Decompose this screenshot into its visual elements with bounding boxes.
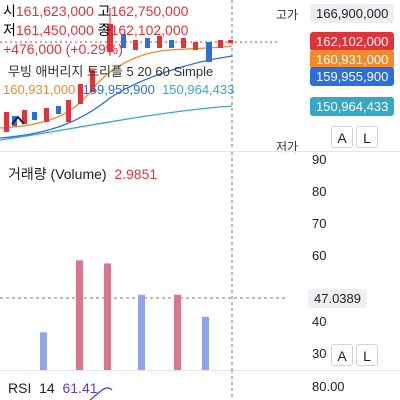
candle — [218, 40, 223, 48]
candle — [107, 24, 113, 52]
close-tag: 162,102,000 — [310, 32, 395, 51]
rsi-chart — [89, 370, 233, 400]
change-value: +476,000 (+0.29%) — [3, 41, 123, 57]
high-label: 고 — [97, 3, 111, 19]
volume-auto-button[interactable]: A — [331, 344, 353, 366]
volume-bar-up — [104, 263, 111, 370]
low-label: 저 — [3, 22, 16, 38]
panel-divider[interactable] — [0, 151, 400, 152]
ma60-tag: 150,964,433 — [310, 97, 395, 116]
candle — [193, 42, 198, 50]
candle — [181, 38, 186, 48]
rsi-line — [89, 387, 113, 400]
candle — [22, 110, 27, 124]
volume-bar-up — [76, 260, 83, 370]
volume-bars — [40, 260, 209, 370]
ma5-value: 160,931,000 — [3, 82, 76, 97]
axis-tick-90: 90 — [312, 152, 327, 167]
high-tag-label: 고가 — [276, 8, 299, 22]
candle — [66, 100, 71, 122]
volume-bar-down — [202, 316, 209, 370]
price-log-button[interactable]: L — [356, 126, 378, 148]
price-auto-button[interactable]: A — [331, 126, 353, 148]
ma20-tag: 159,955,900 — [310, 67, 395, 86]
candle — [169, 40, 174, 48]
axis-tick-70: 70 — [312, 216, 327, 231]
volume-bar-down — [40, 332, 47, 370]
ma60-value: 150,964,433 — [162, 82, 235, 97]
ma20-value: 159,955,900 — [82, 82, 155, 97]
rsi-axis-top: 80.00 — [312, 379, 345, 394]
ma-title[interactable]: 무빙 애버리지 트리플 5 20 60 Simple — [8, 64, 214, 79]
candle — [32, 112, 37, 120]
ma20-line — [0, 55, 233, 139]
ma5-tag: 160,931,000 — [310, 50, 395, 69]
axis-tick-80: 80 — [312, 184, 327, 199]
volume-value: 2.9851 — [114, 166, 158, 182]
candle — [228, 40, 233, 43]
close-label: 종 — [97, 22, 111, 38]
candle — [206, 42, 212, 62]
volume-panel[interactable]: 거래량 (Volume) 2.9851 90 80 70 60 50 40 30… — [0, 152, 400, 370]
price-chart[interactable] — [0, 0, 400, 150]
low-value: 161,450,000 — [15, 22, 94, 38]
candles — [4, 8, 233, 132]
open-value: 161,623,000 — [15, 3, 94, 19]
high-tag-value: 166,900,000 — [310, 4, 395, 23]
candle — [121, 34, 126, 48]
volume-bar-up — [174, 294, 181, 370]
rsi-value: 61.41 — [62, 380, 98, 396]
candle — [78, 84, 83, 104]
volume-title: 거래량 (Volume) — [8, 166, 107, 182]
rsi-title: RSI — [8, 380, 32, 396]
close-value: 162,102,000 — [110, 22, 189, 38]
rsi-panel[interactable]: RSI 14 61.41 80.00 — [0, 370, 400, 400]
candle — [133, 40, 138, 50]
low-tag-label: 저가 — [276, 140, 299, 154]
volume-bar-down — [138, 294, 145, 370]
volume-log-button[interactable]: L — [356, 344, 378, 366]
crosshair-value-tag: 47.0389 — [308, 289, 367, 308]
price-panel[interactable]: 시161,623,000 고162,750,000 저161,450,000 종… — [0, 0, 400, 154]
axis-tick-60: 60 — [312, 248, 327, 263]
candle — [4, 112, 9, 132]
candle — [44, 108, 49, 122]
axis-tick-40: 40 — [312, 314, 327, 329]
candle — [157, 36, 162, 48]
ma60-line — [0, 105, 233, 141]
rsi-period: 14 — [39, 380, 55, 396]
collapse-button[interactable] — [8, 112, 28, 128]
candle — [56, 106, 61, 114]
candle — [145, 38, 150, 48]
open-label: 시 — [3, 3, 16, 19]
chevron-up-icon — [11, 115, 25, 125]
candle — [90, 70, 95, 92]
high-value: 162,750,000 — [110, 3, 189, 19]
axis-tick-30: 30 — [312, 346, 327, 361]
volume-chart[interactable] — [0, 152, 285, 370]
